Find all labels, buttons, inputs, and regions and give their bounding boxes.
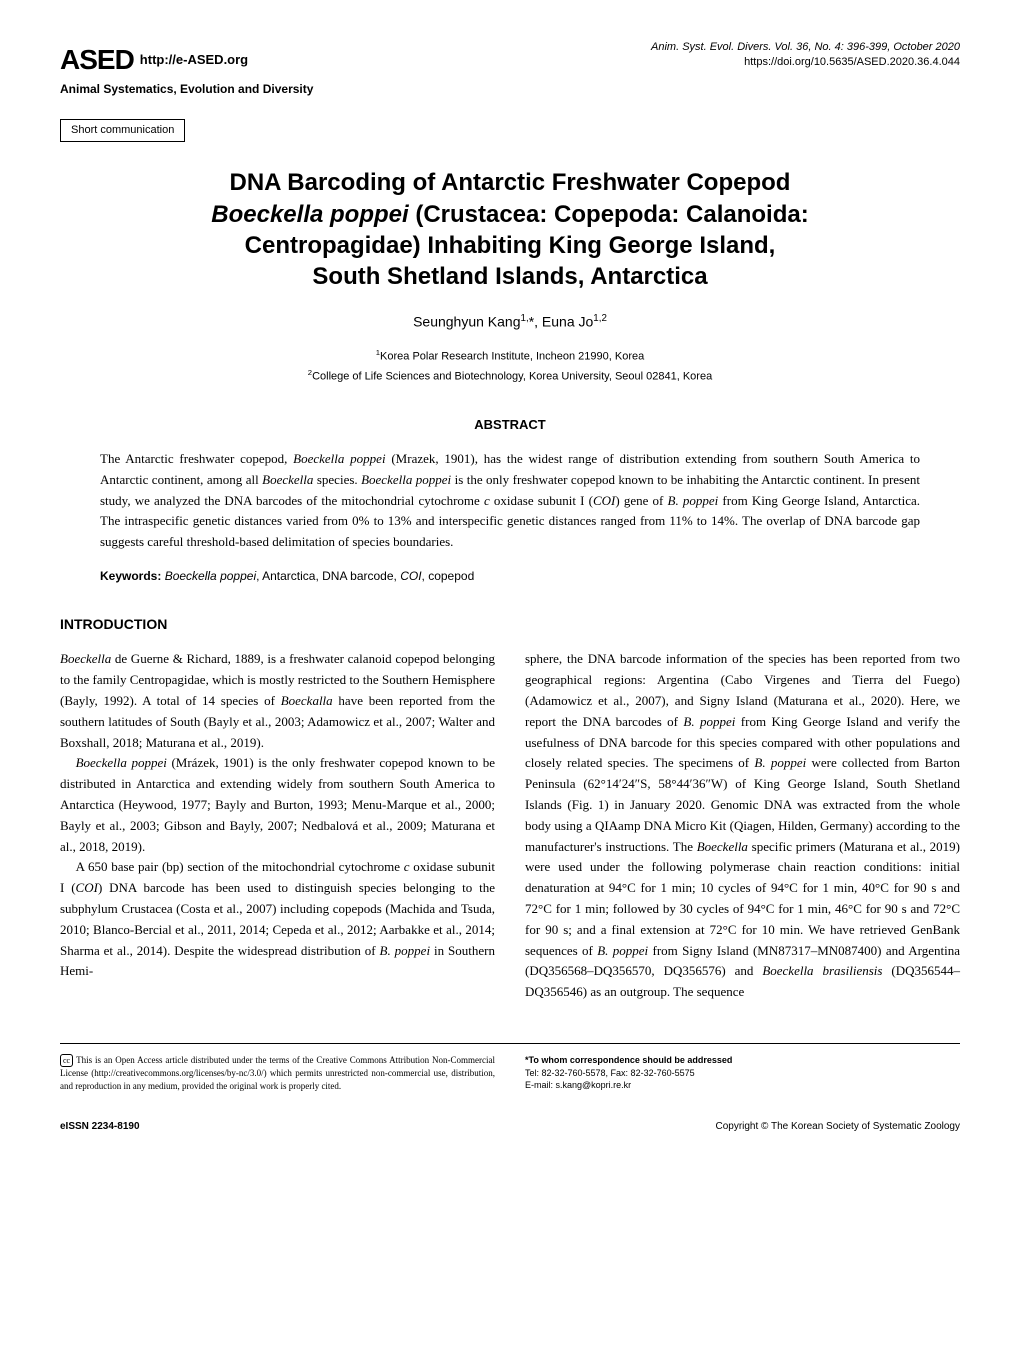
affiliation-1: 1Korea Polar Research Institute, Incheon… [60, 347, 960, 366]
page-header: ASED http://e-ASED.org Animal Systematic… [60, 40, 960, 98]
title-species: Boeckella poppei [211, 201, 408, 228]
journal-citation: Anim. Syst. Evol. Divers. Vol. 36, No. 4… [651, 40, 960, 55]
column-left: Boeckella de Guerne & Richard, 1889, is … [60, 649, 495, 1003]
article-title: DNA Barcoding of Antarctic Freshwater Co… [60, 167, 960, 292]
copyright: Copyright © The Korean Society of System… [715, 1120, 960, 1134]
logo-block: ASED http://e-ASED.org Animal Systematic… [60, 40, 313, 98]
title-line3: Centropagidae) Inhabiting King George Is… [245, 232, 776, 259]
article-type-box: Short communication [60, 119, 185, 142]
affiliations: 1Korea Polar Research Institute, Incheon… [60, 347, 960, 386]
correspondence-email: E-mail: s.kang@kopri.re.kr [525, 1079, 960, 1092]
introduction-heading: INTRODUCTION [60, 615, 960, 635]
logo-acronym: ASED [60, 40, 134, 79]
abstract-heading: ABSTRACT [60, 416, 960, 434]
intro-paragraph-2: Boeckella poppei (Mrázek, 1901) is the o… [60, 753, 495, 857]
correspondence-tel: Tel: 82-32-760-5578, Fax: 82-32-760-5575 [525, 1067, 960, 1080]
abstract-text: The Antarctic freshwater copepod, Boecke… [60, 449, 960, 553]
body-columns: Boeckella de Guerne & Richard, 1889, is … [60, 649, 960, 1003]
cc-license-text: ccThis is an Open Access article distrib… [60, 1054, 495, 1092]
doi-link: https://doi.org/10.5635/ASED.2020.36.4.0… [651, 55, 960, 70]
correspondence-block: *To whom correspondence should be addres… [525, 1054, 960, 1092]
keywords-label: Keywords: [100, 569, 161, 583]
column-right: sphere, the DNA barcode information of t… [525, 649, 960, 1003]
eissn: eISSN 2234-8190 [60, 1120, 140, 1134]
intro-paragraph-3: A 650 base pair (bp) section of the mito… [60, 857, 495, 982]
intro-paragraph-4: sphere, the DNA barcode information of t… [525, 649, 960, 1003]
title-line4: South Shetland Islands, Antarctica [312, 263, 707, 290]
keywords: Keywords: Boeckella poppei, Antarctica, … [60, 568, 960, 585]
journal-info: Anim. Syst. Evol. Divers. Vol. 36, No. 4… [651, 40, 960, 71]
title-line1: DNA Barcoding of Antarctic Freshwater Co… [230, 169, 791, 196]
intro-paragraph-1: Boeckella de Guerne & Richard, 1889, is … [60, 649, 495, 753]
authors-line: Seunghyun Kang1,*, Euna Jo1,2 [60, 312, 960, 332]
title-line2-rest: (Crustacea: Copepoda: Calanoida: [409, 201, 809, 228]
affiliation-2: 2College of Life Sciences and Biotechnol… [60, 367, 960, 386]
logo-url: http://e-ASED.org [140, 51, 248, 69]
logo-subtitle: Animal Systematics, Evolution and Divers… [60, 81, 313, 98]
page-footer: ccThis is an Open Access article distrib… [60, 1043, 960, 1092]
correspondence-label: *To whom correspondence should be addres… [525, 1055, 732, 1065]
cc-icon: cc [60, 1054, 73, 1067]
footer-bottom: eISSN 2234-8190 Copyright © The Korean S… [60, 1112, 960, 1134]
